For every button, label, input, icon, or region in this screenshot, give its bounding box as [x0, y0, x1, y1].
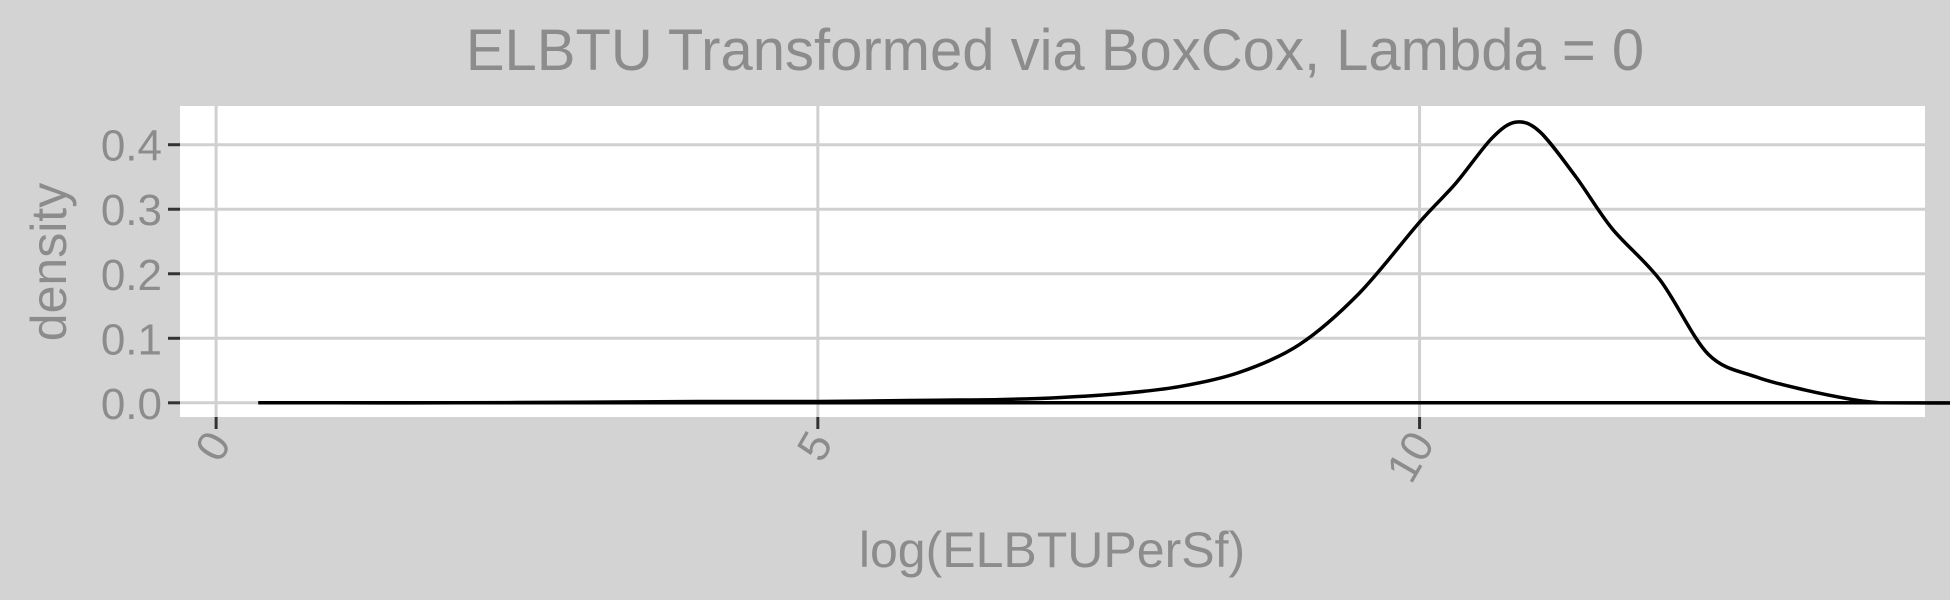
density-curve	[258, 120, 1950, 405]
y-tick-label: 0.1	[101, 315, 162, 364]
y-tick-label: 0.4	[101, 122, 162, 171]
y-tick-label: 0.2	[101, 251, 162, 300]
y-axis-label: density	[21, 183, 77, 341]
chart-title: ELBTU Transformed via BoxCox, Lambda = 0	[466, 18, 1644, 83]
y-tick-label: 0.3	[101, 186, 162, 235]
x-axis-label: log(ELBTUPerSf)	[859, 522, 1245, 578]
y-tick-label: 0.0	[101, 380, 162, 429]
series-layer	[258, 120, 1950, 405]
plot-panel	[180, 106, 1925, 417]
